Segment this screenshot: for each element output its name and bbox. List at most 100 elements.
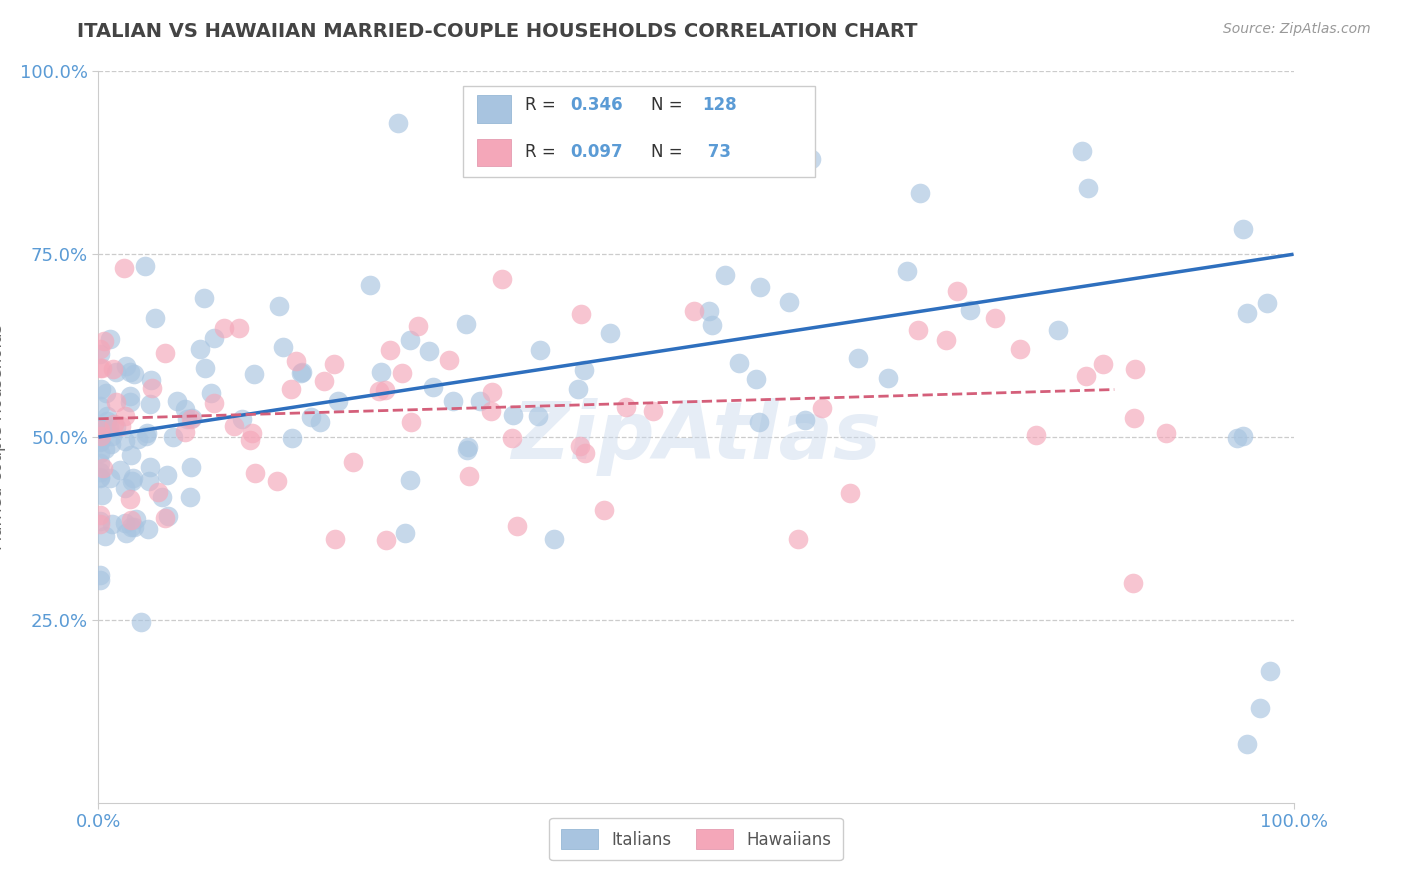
Point xyxy=(94,442,117,456)
Point xyxy=(100,436,122,450)
Point xyxy=(401,415,423,429)
Point xyxy=(1232,221,1254,235)
Point xyxy=(1123,362,1146,376)
Point xyxy=(204,331,226,345)
Point xyxy=(89,434,111,449)
Point xyxy=(422,380,444,394)
Point xyxy=(502,408,524,422)
Point xyxy=(89,456,111,470)
Point xyxy=(599,326,621,340)
Point xyxy=(1010,343,1032,357)
Point xyxy=(240,425,263,440)
Point xyxy=(156,468,179,483)
Point xyxy=(501,431,523,445)
Point xyxy=(984,311,1007,326)
Point xyxy=(135,425,157,440)
Point xyxy=(153,511,176,525)
Point xyxy=(96,409,118,423)
Point xyxy=(115,359,138,373)
Point xyxy=(114,481,136,495)
Point xyxy=(202,396,225,410)
Text: N =: N = xyxy=(651,96,688,114)
Point xyxy=(181,411,204,425)
Point xyxy=(284,354,307,368)
Point xyxy=(89,465,111,479)
Point xyxy=(323,532,346,546)
Point xyxy=(700,318,723,332)
Point xyxy=(683,303,706,318)
Point xyxy=(1236,737,1258,751)
Point xyxy=(308,416,330,430)
Point xyxy=(231,412,253,426)
Point xyxy=(110,418,132,433)
Point xyxy=(454,317,477,331)
Text: 0.097: 0.097 xyxy=(571,143,623,161)
Point xyxy=(745,372,768,386)
Point xyxy=(118,389,141,403)
Point xyxy=(1256,296,1278,310)
Point xyxy=(527,409,550,423)
Point xyxy=(96,386,118,401)
Point xyxy=(839,486,862,500)
Legend: Italians, Hawaiians: Italians, Hawaiians xyxy=(550,818,842,860)
Text: 128: 128 xyxy=(702,96,737,114)
Point xyxy=(1249,700,1271,714)
Point xyxy=(222,419,245,434)
Point xyxy=(100,517,122,532)
Point xyxy=(543,532,565,546)
Point xyxy=(136,522,159,536)
Point xyxy=(375,533,398,547)
Point xyxy=(156,508,179,523)
Point xyxy=(959,303,981,318)
Point xyxy=(89,567,111,582)
Point xyxy=(101,362,124,376)
Point xyxy=(481,384,503,399)
Point xyxy=(89,446,111,460)
Point xyxy=(146,485,169,500)
Point xyxy=(174,425,197,439)
Point xyxy=(188,342,211,356)
Point xyxy=(491,271,513,285)
Point xyxy=(592,503,614,517)
Point xyxy=(135,429,157,443)
Point xyxy=(141,381,163,395)
Point xyxy=(98,471,121,485)
Point xyxy=(778,294,800,309)
Point xyxy=(1092,357,1115,371)
Point xyxy=(945,284,967,298)
Point xyxy=(299,410,322,425)
Point xyxy=(120,513,142,527)
Point xyxy=(89,425,111,439)
Point xyxy=(89,470,111,484)
Point xyxy=(153,346,176,360)
Point xyxy=(443,393,465,408)
Point xyxy=(212,321,235,335)
Point xyxy=(101,429,124,443)
Point xyxy=(380,343,402,357)
Point xyxy=(89,516,111,531)
Point xyxy=(342,455,364,469)
Point xyxy=(281,431,304,445)
Point xyxy=(90,382,112,396)
Point xyxy=(162,429,184,443)
Point xyxy=(506,519,529,533)
Point xyxy=(529,343,551,357)
Point xyxy=(93,334,115,348)
Point xyxy=(97,420,120,434)
Point xyxy=(100,332,122,346)
Point xyxy=(896,264,918,278)
Point xyxy=(280,382,302,396)
Point xyxy=(105,419,128,434)
Point xyxy=(243,368,266,382)
Point xyxy=(456,443,478,458)
Point xyxy=(124,512,146,526)
Point xyxy=(200,385,222,400)
Point xyxy=(89,423,111,437)
Point xyxy=(271,340,294,354)
Point xyxy=(1122,576,1144,591)
Point xyxy=(569,439,592,453)
Point xyxy=(714,268,737,283)
Point xyxy=(1123,411,1146,425)
Point xyxy=(468,393,491,408)
Point xyxy=(391,366,413,380)
